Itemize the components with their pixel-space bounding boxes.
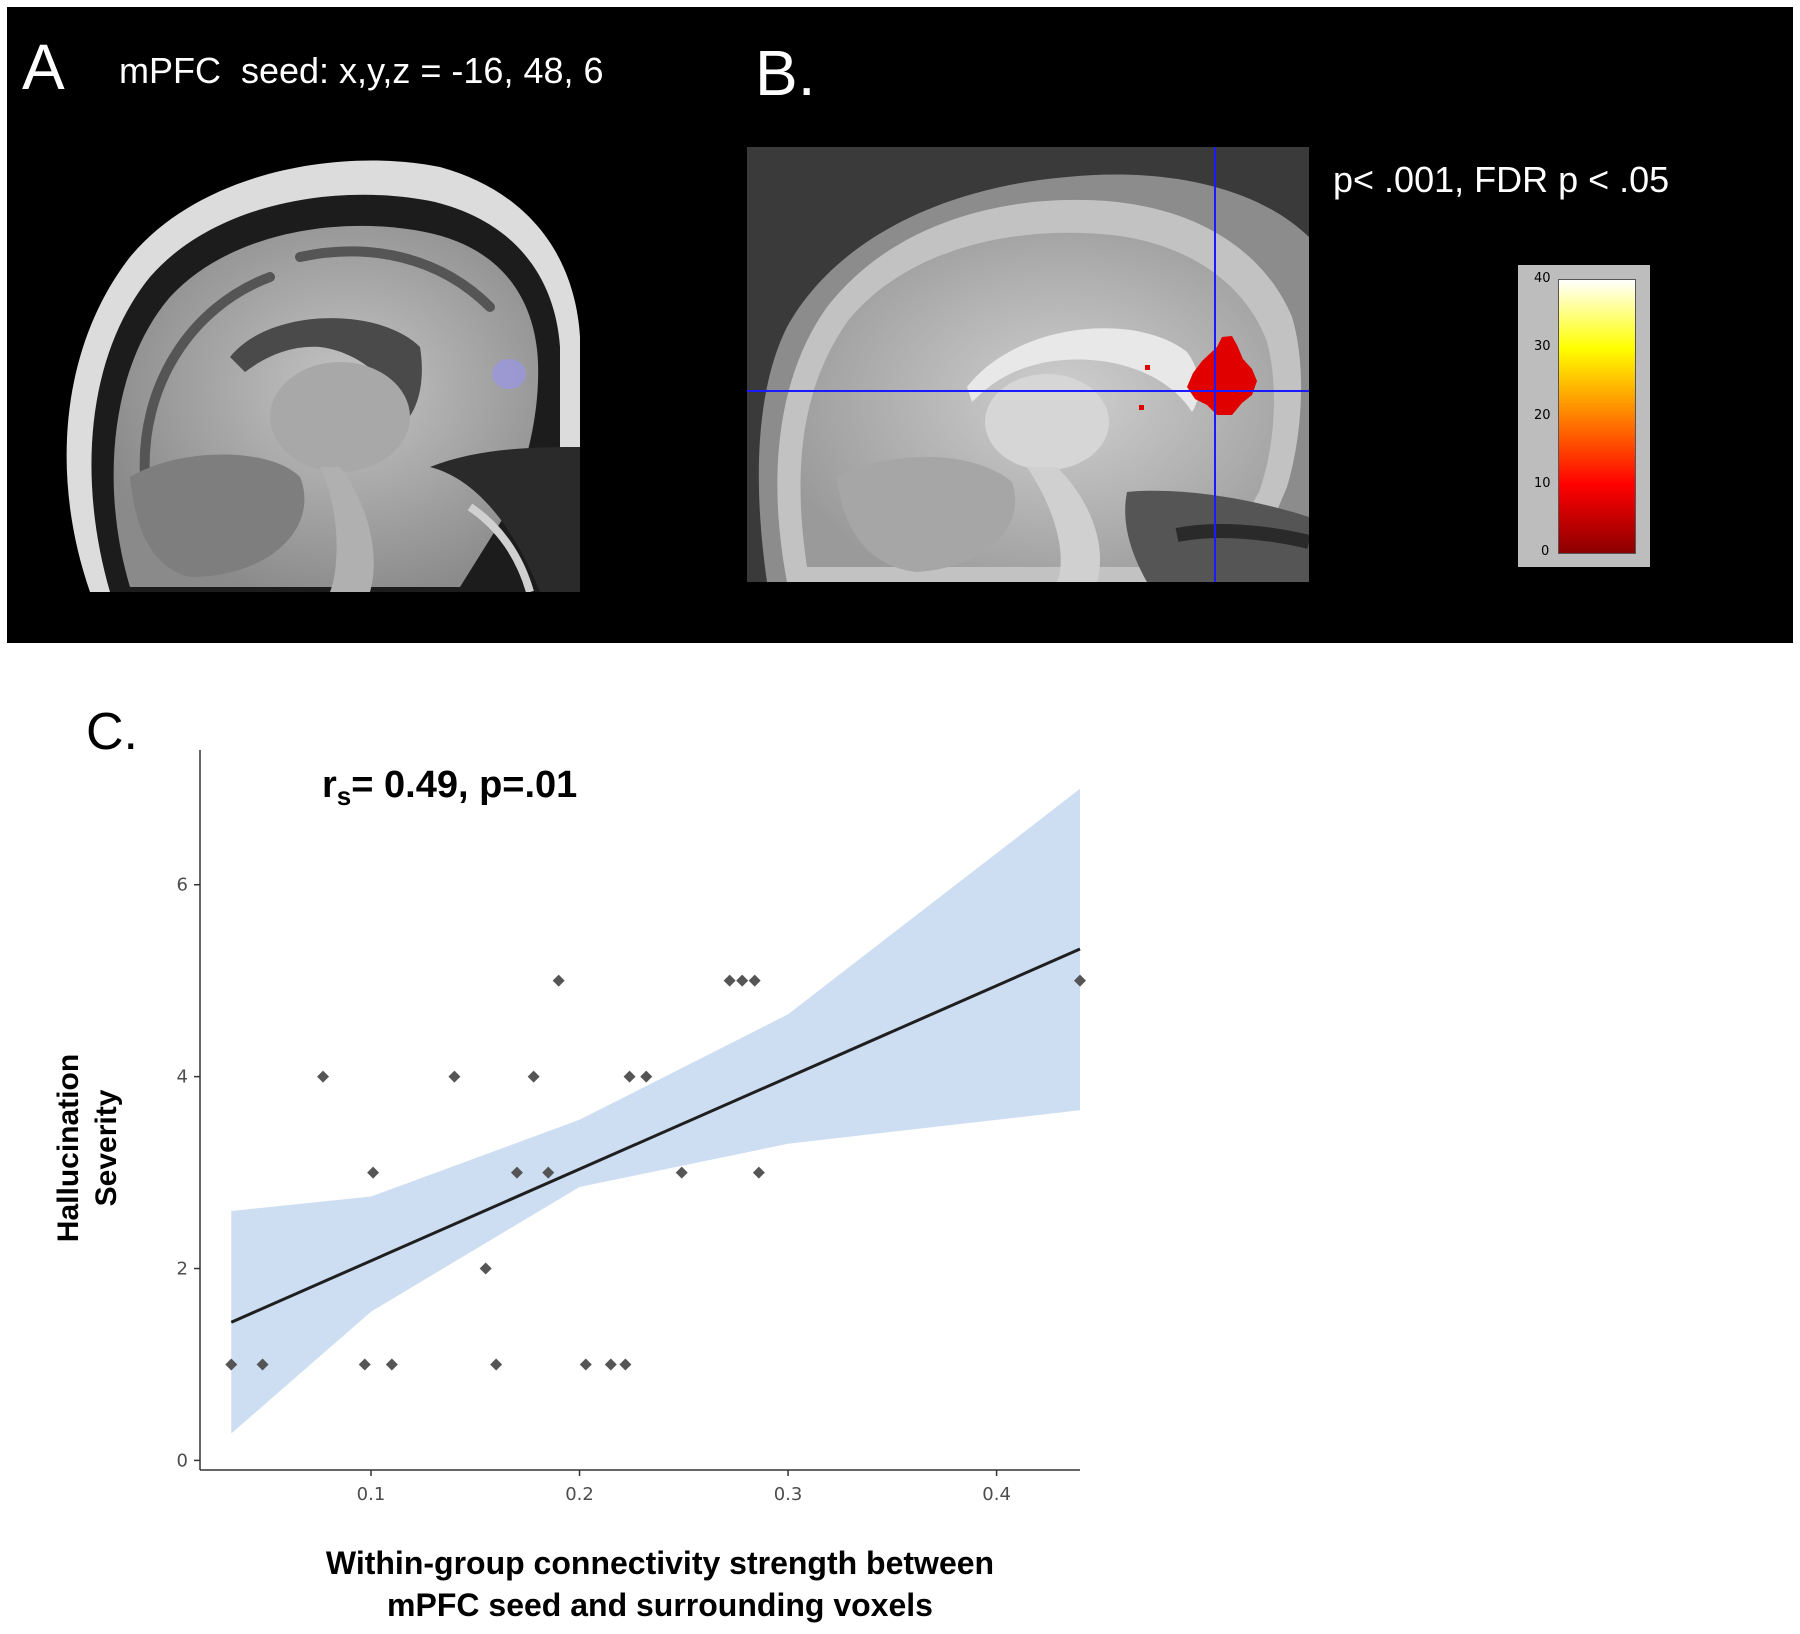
sagittal-mri-slice-a: [40, 147, 580, 592]
y-axis-label-line1: Hallucination: [52, 1053, 85, 1243]
data-point: [579, 1358, 592, 1371]
data-point: [675, 1166, 688, 1179]
colorbar-tick-label: 40: [1534, 271, 1551, 286]
data-point: [736, 974, 749, 987]
y-axis-label: Hallucination Severity: [50, 1028, 126, 1268]
activation-cluster: [1187, 336, 1257, 415]
x-tick-label: 0.3: [774, 1484, 803, 1505]
data-point: [448, 1070, 461, 1083]
data-point: [1074, 974, 1086, 987]
sagittal-mri-slice-b: [747, 147, 1309, 582]
y-axis-label-line2: Severity: [90, 1089, 123, 1207]
stat-value: = 0.49, p=.01: [351, 764, 578, 806]
data-point: [542, 1166, 555, 1179]
data-point: [619, 1358, 632, 1371]
panel-b-letter: B.: [755, 37, 816, 109]
y-tick-label: 4: [177, 1067, 188, 1088]
data-point: [490, 1358, 503, 1371]
panel-c-letter: C.: [86, 703, 138, 761]
stat-r: r: [322, 764, 337, 806]
data-point: [317, 1070, 330, 1083]
y-tick-label: 6: [177, 875, 188, 896]
panel-a-letter: A: [22, 31, 65, 103]
data-point: [385, 1358, 398, 1371]
colorbar-gradient: [1558, 279, 1636, 554]
x-axis-label: Within-group connectivity strength betwe…: [200, 1542, 1120, 1626]
y-tick-label: 2: [177, 1259, 188, 1280]
x-tick-label: 0.1: [357, 1484, 386, 1505]
colorbar: 40 30 20 10 0: [1518, 265, 1650, 567]
regression-line: [230, 947, 1081, 1324]
colorbar-tick-label: 30: [1534, 339, 1551, 355]
confidence-band: [231, 788, 1081, 1434]
data-point: [604, 1358, 617, 1371]
y-tick-label: 0: [177, 1450, 188, 1471]
data-point: [225, 1358, 238, 1371]
x-axis-label-line2: mPFC seed and surrounding voxels: [387, 1587, 933, 1623]
figure-top-panel: A mPFC seed: x,y,z = -16, 48, 6 B. p< .0…: [7, 7, 1793, 643]
colorbar-tick-label: 0: [1541, 544, 1550, 559]
data-point: [358, 1358, 371, 1371]
data-point: [748, 974, 761, 987]
data-point: [510, 1166, 523, 1179]
mpfc-seed-marker: [492, 359, 526, 389]
x-tick-label: 0.2: [565, 1484, 594, 1505]
data-point: [723, 974, 736, 987]
seed-coordinates-label: mPFC seed: x,y,z = -16, 48, 6: [119, 50, 604, 91]
data-point: [752, 1166, 765, 1179]
data-point: [367, 1166, 380, 1179]
threshold-label: p< .001, FDR p < .05: [1333, 159, 1670, 200]
data-point: [623, 1070, 636, 1083]
stat-subscript: s: [336, 781, 352, 811]
data-point: [640, 1070, 653, 1083]
colorbar-tick-label: 20: [1534, 407, 1551, 423]
x-tick-label: 0.4: [982, 1484, 1011, 1505]
data-point: [552, 974, 565, 987]
data-point: [527, 1070, 540, 1083]
colorbar-tick-label: 10: [1534, 475, 1551, 491]
data-point: [256, 1358, 269, 1371]
data-point: [479, 1262, 492, 1275]
correlation-annotation: rs= 0.49, p=.01: [322, 766, 577, 809]
x-axis-label-line1: Within-group connectivity strength betwe…: [325, 1545, 995, 1581]
